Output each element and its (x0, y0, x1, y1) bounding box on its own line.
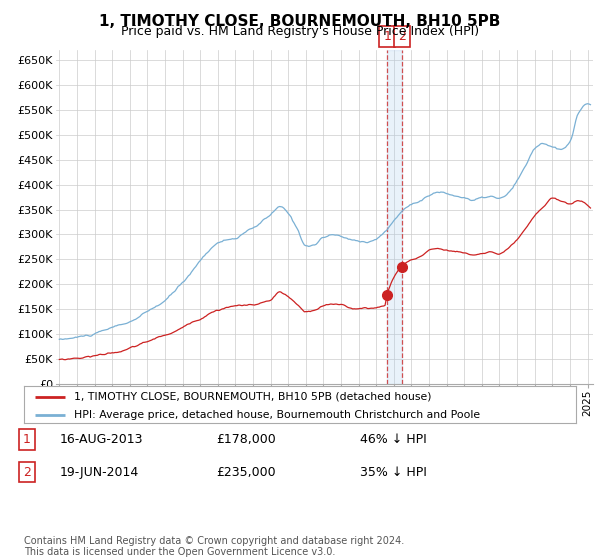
Text: 35% ↓ HPI: 35% ↓ HPI (360, 465, 427, 479)
Text: £235,000: £235,000 (216, 465, 275, 479)
Text: 19-JUN-2014: 19-JUN-2014 (60, 465, 139, 479)
Text: 1: 1 (383, 30, 391, 43)
Text: 1: 1 (23, 433, 31, 446)
Bar (387, 50, 402, 384)
Text: HPI: Average price, detached house, Bournemouth Christchurch and Poole: HPI: Average price, detached house, Bour… (74, 410, 480, 420)
Text: 2: 2 (398, 30, 406, 43)
Text: 2: 2 (23, 465, 31, 479)
Text: 46% ↓ HPI: 46% ↓ HPI (360, 433, 427, 446)
Text: 16-AUG-2013: 16-AUG-2013 (60, 433, 143, 446)
Text: 1, TIMOTHY CLOSE, BOURNEMOUTH, BH10 5PB (detached house): 1, TIMOTHY CLOSE, BOURNEMOUTH, BH10 5PB … (74, 391, 431, 402)
Text: £178,000: £178,000 (216, 433, 276, 446)
Text: 1, TIMOTHY CLOSE, BOURNEMOUTH, BH10 5PB: 1, TIMOTHY CLOSE, BOURNEMOUTH, BH10 5PB (100, 14, 500, 29)
Text: Price paid vs. HM Land Registry's House Price Index (HPI): Price paid vs. HM Land Registry's House … (121, 25, 479, 38)
Text: Contains HM Land Registry data © Crown copyright and database right 2024.
This d: Contains HM Land Registry data © Crown c… (24, 535, 404, 557)
